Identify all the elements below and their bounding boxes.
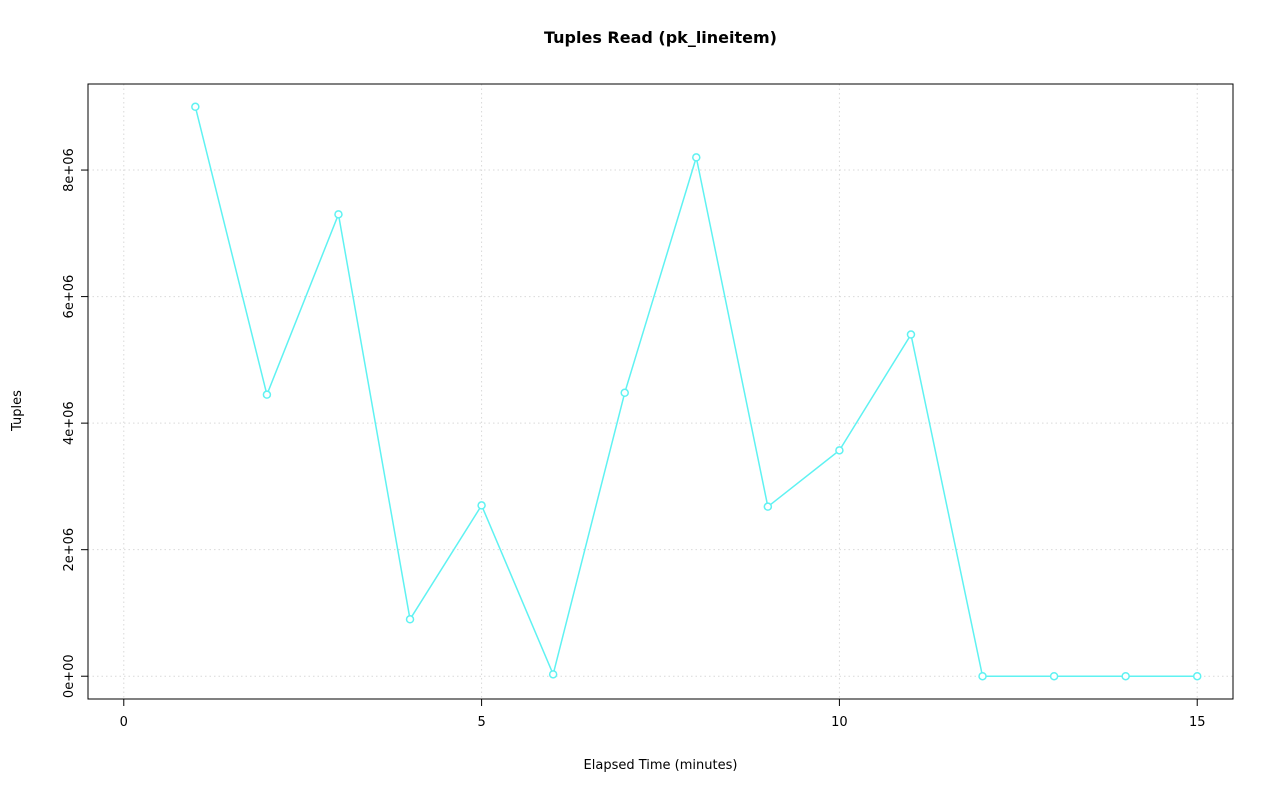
x-axis-label: Elapsed Time (minutes) — [583, 758, 738, 773]
y-axis-label-text: Tuples — [10, 390, 25, 431]
x-tick-label: 15 — [1189, 715, 1206, 730]
data-point — [334, 210, 343, 219]
data-point — [548, 670, 558, 679]
data-point — [1049, 671, 1059, 681]
x-tick-label: 5 — [477, 715, 485, 730]
y-tick-label: 2e+06 — [62, 528, 77, 572]
data-point — [405, 615, 415, 624]
data-point — [906, 330, 916, 339]
y-tick-label: 4e+06 — [62, 401, 77, 445]
chart-title: Tuples Read (pk_lineitem) — [543, 28, 777, 47]
y-tick-label: 0e+00 — [62, 654, 77, 698]
x-tick-label: 0 — [120, 715, 128, 730]
plot-border — [87, 83, 1234, 700]
data-point — [978, 671, 987, 681]
x-tick-label: 10 — [831, 715, 848, 730]
data-line — [194, 106, 1198, 677]
y-tick-label: 8e+06 — [62, 148, 77, 192]
data-point — [1121, 671, 1130, 681]
data-point — [191, 102, 200, 112]
data-point — [477, 501, 486, 510]
data-point — [835, 446, 844, 455]
data-point — [620, 388, 629, 398]
data-point — [1192, 671, 1202, 681]
data-point — [763, 502, 773, 511]
data-point — [692, 153, 701, 162]
y-tick-label: 6e+06 — [62, 275, 77, 319]
data-point — [262, 390, 272, 399]
